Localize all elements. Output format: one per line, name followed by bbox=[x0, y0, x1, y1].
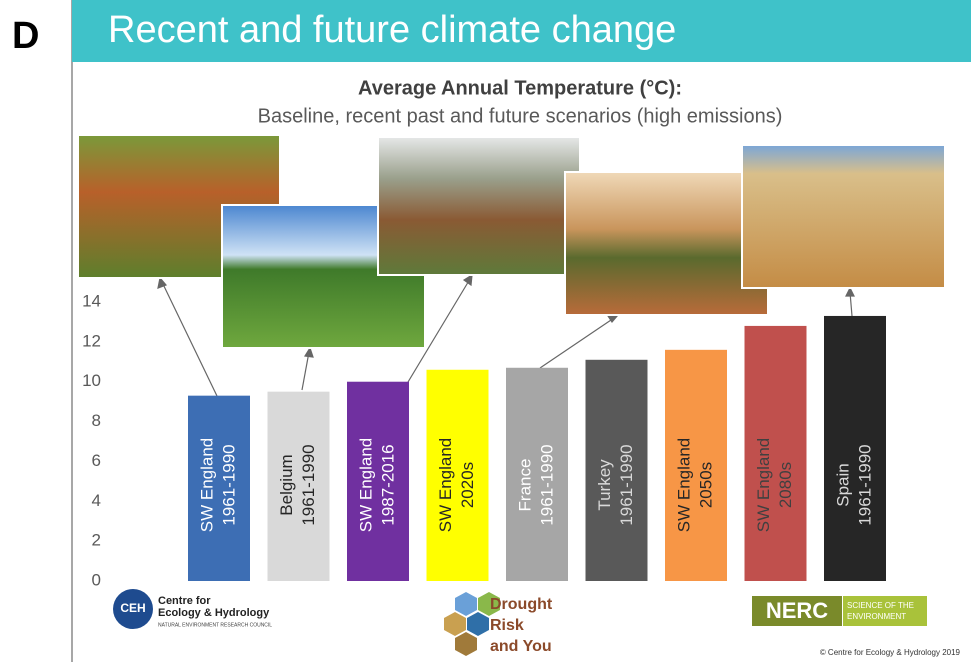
chart-subtitle: Baseline, recent past and future scenari… bbox=[258, 105, 783, 127]
heading-bar bbox=[72, 0, 971, 62]
chart-title: Average Annual Temperature (°C): bbox=[358, 77, 682, 99]
logo-text: Drought bbox=[490, 596, 553, 613]
bar bbox=[506, 367, 568, 581]
bar bbox=[347, 381, 409, 581]
logo-text: Ecology & Hydrology bbox=[158, 607, 270, 619]
arrows bbox=[157, 273, 855, 397]
category-label: 2020s bbox=[458, 462, 477, 508]
copyright: © Centre for Ecology & Hydrology 2019 bbox=[820, 648, 961, 657]
category-label: 1961-1990 bbox=[855, 444, 874, 525]
heading: Recent and future climate change bbox=[108, 9, 676, 51]
bar bbox=[267, 391, 330, 581]
bar bbox=[188, 395, 250, 581]
category-label: 1987-2016 bbox=[378, 444, 397, 525]
bar bbox=[824, 315, 886, 581]
category-label: SW England bbox=[436, 438, 455, 533]
photo bbox=[564, 171, 769, 316]
category-label: France bbox=[515, 459, 534, 512]
y-tick-label: 12 bbox=[82, 331, 101, 350]
photos bbox=[77, 134, 946, 349]
y-tick-label: 6 bbox=[92, 451, 101, 470]
bar bbox=[426, 369, 489, 581]
logo-text: NATURAL ENVIRONMENT RESEARCH COUNCIL bbox=[158, 622, 272, 628]
category-label: SW England bbox=[197, 438, 216, 533]
logo-text: NERC bbox=[766, 598, 828, 623]
y-tick-label: 8 bbox=[92, 411, 101, 430]
photo bbox=[377, 136, 581, 276]
bar bbox=[665, 349, 727, 581]
y-tick-label: 10 bbox=[82, 371, 101, 390]
y-tick-label: 4 bbox=[92, 491, 101, 510]
category-label: Belgium bbox=[277, 454, 296, 515]
y-tick-label: 2 bbox=[92, 531, 101, 550]
category-label: 1961-1990 bbox=[537, 444, 556, 525]
logo-text: SCIENCE OF THE bbox=[847, 601, 914, 610]
photo bbox=[741, 144, 946, 289]
logo-text: ENVIRONMENT bbox=[847, 612, 906, 621]
logo-mark bbox=[113, 589, 153, 629]
bar bbox=[744, 325, 807, 581]
category-label: SW England bbox=[674, 438, 693, 533]
ceh-logo: CEH Centre for Ecology & Hydrology NATUR… bbox=[113, 589, 272, 629]
category-label: 2050s bbox=[696, 462, 715, 508]
category-label: 1961-1990 bbox=[299, 444, 318, 525]
category-label: Spain bbox=[833, 463, 852, 506]
category-label: 1961-1990 bbox=[219, 444, 238, 525]
y-tick-label: 14 bbox=[82, 291, 101, 310]
nerc-logo: NERC SCIENCE OF THE ENVIRONMENT bbox=[752, 596, 927, 626]
category-label: 2080s bbox=[776, 462, 795, 508]
category-label: SW England bbox=[754, 438, 773, 533]
panel-letter: D bbox=[12, 15, 39, 57]
logo-text: Centre for bbox=[158, 595, 211, 607]
logo-text: CEH bbox=[120, 601, 145, 615]
category-label: Turkey bbox=[595, 459, 614, 511]
bar bbox=[585, 359, 648, 581]
category-label: SW England bbox=[356, 438, 375, 533]
dry-logo: Drought Risk and You bbox=[444, 592, 553, 656]
category-label: 1961-1990 bbox=[617, 444, 636, 525]
logo-text: and You bbox=[490, 638, 552, 655]
y-tick-label: 0 bbox=[92, 570, 101, 589]
logo-text: Risk bbox=[490, 617, 524, 634]
